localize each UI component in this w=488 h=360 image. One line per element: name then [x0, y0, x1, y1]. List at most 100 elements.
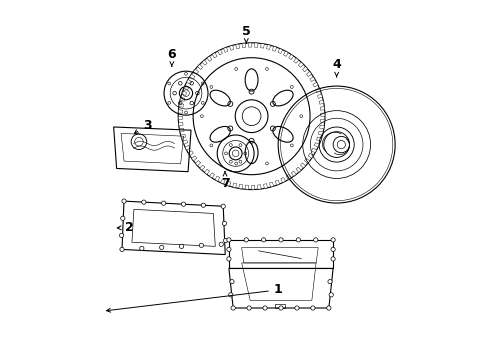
Polygon shape	[223, 47, 227, 52]
Polygon shape	[320, 113, 325, 116]
Polygon shape	[298, 62, 303, 67]
Polygon shape	[188, 151, 193, 156]
Circle shape	[226, 257, 230, 261]
Circle shape	[230, 306, 235, 310]
Circle shape	[219, 242, 223, 247]
Polygon shape	[248, 43, 251, 47]
Polygon shape	[179, 128, 184, 132]
Text: 1: 1	[106, 283, 282, 312]
Polygon shape	[178, 122, 183, 126]
Polygon shape	[320, 107, 324, 110]
Polygon shape	[319, 125, 324, 129]
Text: 2: 2	[117, 221, 133, 234]
Circle shape	[181, 202, 185, 206]
Polygon shape	[315, 88, 320, 93]
Text: 7: 7	[220, 171, 229, 190]
Circle shape	[179, 244, 183, 248]
Polygon shape	[226, 181, 230, 186]
Polygon shape	[257, 185, 261, 189]
Circle shape	[228, 293, 232, 297]
Circle shape	[330, 247, 335, 252]
Polygon shape	[206, 56, 211, 61]
Circle shape	[244, 238, 248, 242]
Circle shape	[142, 200, 145, 204]
Polygon shape	[251, 185, 254, 190]
Circle shape	[330, 257, 335, 261]
Polygon shape	[291, 171, 296, 176]
Polygon shape	[275, 180, 279, 185]
Polygon shape	[214, 176, 219, 181]
Polygon shape	[307, 153, 313, 158]
Polygon shape	[242, 43, 245, 48]
Polygon shape	[320, 119, 324, 123]
Circle shape	[121, 216, 124, 220]
Polygon shape	[195, 161, 200, 166]
Polygon shape	[235, 44, 239, 49]
Polygon shape	[209, 173, 214, 178]
Circle shape	[327, 279, 331, 284]
Polygon shape	[309, 77, 314, 82]
Polygon shape	[288, 54, 293, 60]
Polygon shape	[193, 69, 198, 74]
Circle shape	[201, 203, 205, 207]
Polygon shape	[180, 97, 184, 101]
Polygon shape	[232, 183, 236, 188]
Polygon shape	[244, 185, 248, 189]
Polygon shape	[302, 67, 307, 72]
Polygon shape	[183, 85, 188, 90]
Polygon shape	[312, 82, 317, 87]
Circle shape	[261, 238, 265, 242]
Circle shape	[221, 204, 225, 208]
Circle shape	[328, 293, 333, 297]
Polygon shape	[272, 46, 276, 51]
Circle shape	[330, 238, 335, 242]
Circle shape	[313, 238, 317, 242]
Polygon shape	[186, 80, 191, 84]
Polygon shape	[318, 131, 323, 135]
Polygon shape	[278, 48, 282, 54]
Text: 6: 6	[167, 48, 176, 66]
Polygon shape	[229, 45, 233, 50]
Circle shape	[296, 238, 300, 242]
Polygon shape	[283, 51, 288, 57]
Circle shape	[226, 247, 230, 252]
Polygon shape	[314, 143, 319, 147]
Polygon shape	[220, 179, 224, 184]
Polygon shape	[238, 184, 242, 189]
Polygon shape	[191, 156, 196, 161]
Polygon shape	[300, 163, 305, 168]
Circle shape	[159, 245, 163, 249]
Circle shape	[263, 306, 266, 310]
Polygon shape	[295, 167, 301, 172]
Circle shape	[122, 199, 126, 203]
Polygon shape	[285, 175, 290, 180]
Polygon shape	[306, 72, 311, 77]
Text: 5: 5	[242, 24, 250, 43]
Text: 3: 3	[134, 118, 151, 134]
Circle shape	[222, 221, 226, 225]
Polygon shape	[280, 177, 285, 183]
Text: 4: 4	[332, 58, 340, 77]
Polygon shape	[260, 44, 264, 48]
Polygon shape	[263, 184, 267, 188]
Polygon shape	[197, 64, 203, 69]
Polygon shape	[266, 45, 270, 49]
Circle shape	[294, 306, 299, 310]
Polygon shape	[183, 140, 187, 144]
Circle shape	[119, 233, 123, 238]
Polygon shape	[217, 50, 222, 55]
Polygon shape	[204, 169, 209, 174]
Polygon shape	[293, 58, 298, 63]
Polygon shape	[317, 94, 322, 98]
Polygon shape	[189, 74, 195, 79]
Polygon shape	[269, 182, 273, 187]
Circle shape	[326, 306, 330, 310]
Polygon shape	[181, 134, 185, 138]
Polygon shape	[178, 110, 183, 113]
Polygon shape	[311, 148, 316, 153]
Polygon shape	[181, 91, 186, 95]
Polygon shape	[185, 145, 190, 150]
Circle shape	[246, 306, 251, 310]
Circle shape	[278, 238, 283, 242]
Circle shape	[229, 279, 234, 284]
